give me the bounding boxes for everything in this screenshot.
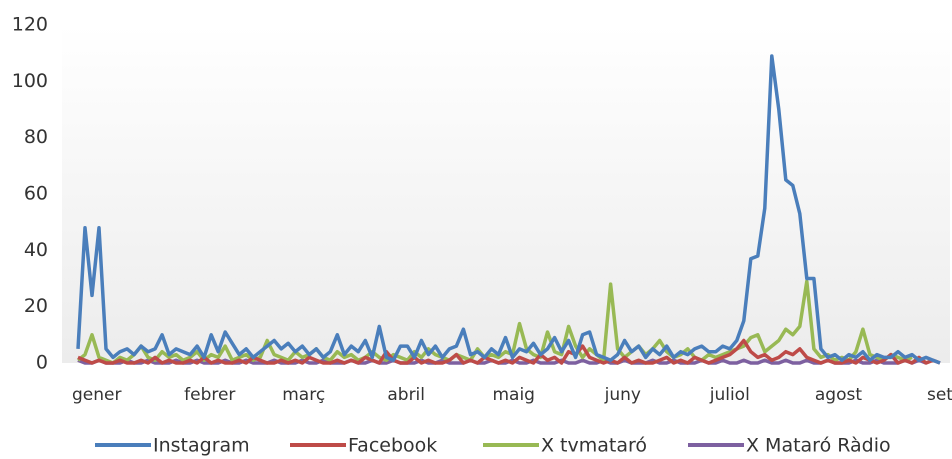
y-tick-label: 80 [24, 126, 48, 148]
series-line [77, 338, 941, 365]
y-tick-label: 40 [24, 239, 48, 261]
legend-label: X tvmataró [541, 435, 647, 457]
x-tick-label: maig [492, 385, 535, 405]
legend-label: Instagram [153, 435, 250, 457]
legend-label: X Mataró Ràdio [746, 435, 891, 457]
y-tick-label: 60 [24, 183, 48, 205]
y-tick-label: 120 [12, 14, 48, 36]
x-tick-label: gener [72, 385, 121, 405]
series-line [76, 54, 941, 365]
y-tick-label: 20 [24, 295, 48, 317]
x-tick-label: març [282, 385, 325, 405]
x-tick-label: agost [815, 385, 862, 405]
series-line [76, 279, 913, 365]
x-tick-label: set [927, 385, 952, 405]
legend-label: Facebook [348, 435, 437, 457]
y-tick-label: 100 [12, 70, 48, 92]
x-tick-label: abril [387, 385, 425, 405]
y-tick-label: 0 [36, 352, 48, 374]
x-tick-label: juny [604, 385, 641, 405]
x-tick-label: febrer [184, 385, 235, 405]
x-tick-label: juliol [709, 385, 750, 405]
